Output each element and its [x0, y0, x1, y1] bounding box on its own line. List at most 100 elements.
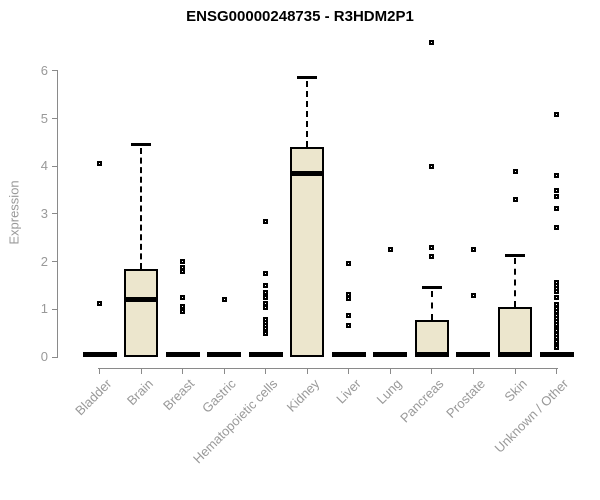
y-tick-label: 4 [40, 158, 48, 174]
outlier-point [429, 163, 435, 169]
zero-bar [82, 352, 117, 357]
zero-bar [456, 352, 491, 357]
outlier-point [554, 294, 560, 300]
y-tick [52, 213, 57, 215]
outlier-point [429, 244, 435, 250]
outlier-point [263, 282, 269, 288]
x-tick-label: Liver [332, 376, 364, 407]
x-tick [389, 368, 391, 374]
outlier-point [470, 293, 476, 299]
whisker-cap [131, 143, 152, 147]
outlier-point [97, 161, 102, 167]
outlier-point [554, 187, 560, 193]
outlier-point [429, 39, 435, 45]
whisker [430, 290, 433, 320]
x-tick-label: Kidney [283, 376, 322, 415]
outlier-point [180, 294, 186, 300]
outlier-point [512, 197, 518, 203]
y-tick-label: 0 [40, 349, 48, 364]
x-tick-label: Unknown / Other [491, 376, 572, 456]
outlier-point [263, 330, 269, 336]
outlier-point [263, 271, 269, 277]
outlier-point [554, 193, 560, 199]
outlier-point [554, 224, 560, 230]
y-tick [52, 118, 57, 119]
outlier-point [554, 205, 560, 211]
box [498, 306, 532, 357]
y-tick-label: 5 [40, 110, 48, 126]
x-axis-line [98, 368, 559, 369]
chart-title: ENSG00000248735 - R3HDM2P1 [186, 8, 414, 25]
zero-bar [331, 352, 366, 357]
median-line [414, 352, 449, 357]
outlier-point [429, 254, 435, 260]
x-tick [306, 368, 308, 374]
outlier-point [263, 218, 269, 224]
x-tick [99, 368, 100, 374]
outlier-point [263, 300, 269, 306]
x-tick-label: Lung [373, 376, 405, 408]
outlier-point [180, 309, 186, 315]
outlier-point [263, 325, 269, 331]
outlier-point [470, 247, 476, 253]
x-tick [472, 368, 474, 374]
outlier-point [346, 323, 352, 329]
outlier-point [554, 289, 560, 295]
whisker [514, 258, 516, 307]
y-axis-line [57, 70, 58, 358]
zero-bar [248, 352, 283, 357]
x-tick-label: Gastric [199, 376, 239, 416]
y-tick [52, 261, 57, 263]
median-line [124, 297, 159, 303]
x-tick [514, 368, 516, 374]
y-tick [52, 308, 57, 310]
outlier-point [346, 312, 352, 318]
whisker [306, 80, 309, 148]
zero-bar [207, 352, 242, 357]
y-tick [52, 165, 57, 167]
zero-bar [539, 352, 574, 357]
median-line [290, 170, 325, 176]
box [290, 147, 325, 357]
outlier-point [346, 261, 352, 267]
outlier-point [263, 305, 269, 311]
median-line [498, 352, 532, 357]
outlier-point [554, 112, 560, 118]
outlier-point [180, 259, 186, 265]
y-tick-label: 3 [40, 205, 48, 221]
whisker-cap [505, 253, 525, 257]
y-tick-label: 2 [40, 253, 48, 269]
outlier-point [97, 301, 102, 307]
box [124, 268, 159, 357]
outlier-point [180, 268, 186, 274]
zero-bar [165, 352, 200, 357]
y-tick-label: 6 [40, 62, 48, 78]
outlier-point [221, 297, 227, 303]
x-tick [431, 368, 433, 374]
x-tick [140, 368, 142, 374]
x-tick [223, 368, 225, 374]
outlier-point [263, 290, 269, 296]
outlier-point [263, 294, 269, 300]
y-tick [52, 70, 57, 72]
x-tick-label: Pancreas [397, 376, 447, 426]
x-tick [348, 368, 350, 374]
x-tick [182, 368, 184, 374]
outlier-point [512, 169, 518, 175]
x-tick-label: Breast [160, 376, 198, 414]
outlier-point [387, 247, 393, 253]
box [414, 319, 449, 357]
x-tick-label: Bladder [71, 376, 115, 419]
y-tick [52, 356, 57, 358]
x-tick-label: Brain [123, 376, 156, 409]
outlier-point [180, 304, 186, 310]
outlier-point [554, 173, 560, 179]
outlier-point [346, 296, 352, 302]
whisker-cap [421, 286, 442, 290]
x-tick [556, 368, 558, 374]
y-tick-label: 1 [40, 301, 48, 317]
x-tick [265, 368, 267, 374]
x-tick-label: Prostate [443, 376, 489, 421]
whisker-cap [297, 76, 318, 80]
